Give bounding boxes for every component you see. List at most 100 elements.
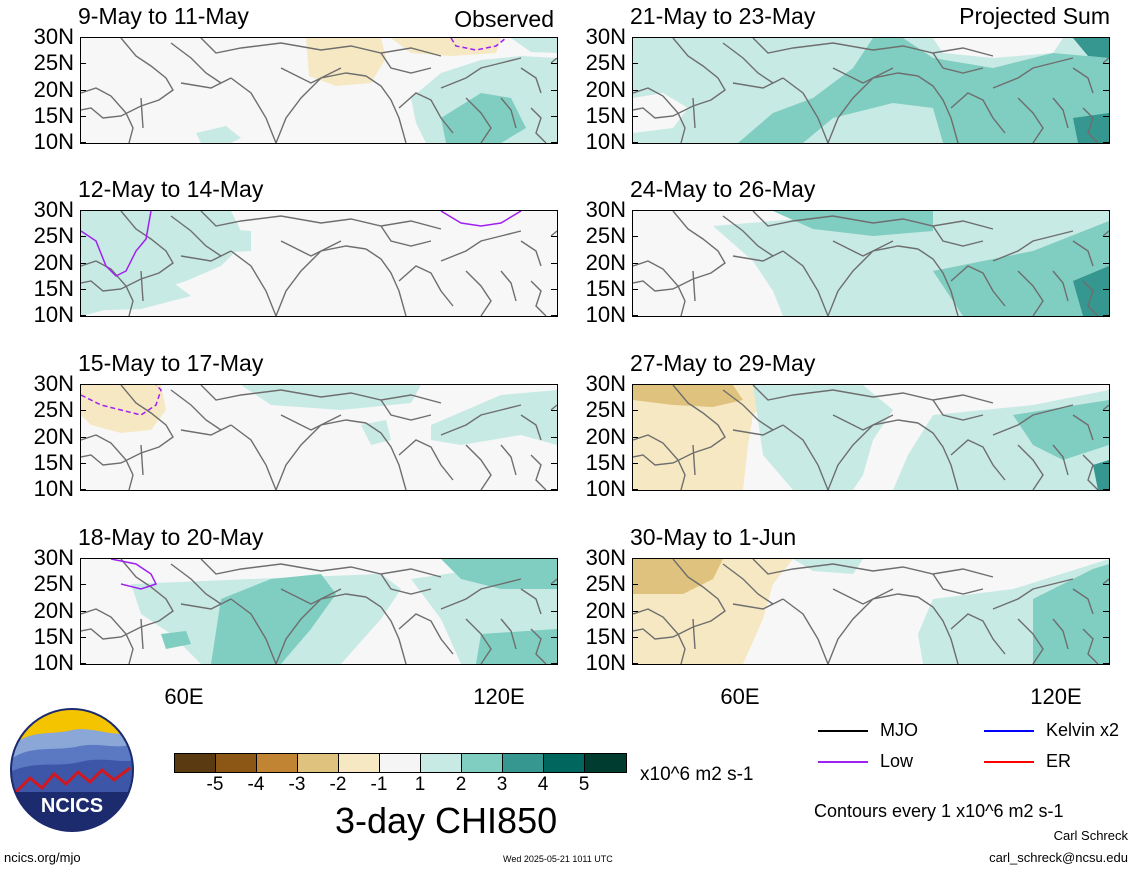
author-email: carl_schreck@ncsu.edu [989,850,1128,865]
coastline [1102,57,1109,64]
coastline [1082,628,1099,664]
legend-kelvin-label: Kelvin x2 [1046,720,1120,740]
coastline [81,385,174,466]
coastline [398,613,454,655]
chi-shading [933,38,1063,58]
tick-mark [80,142,86,143]
coastline [827,245,919,316]
tick-mark [632,663,638,664]
colorbar-swatch [216,754,257,772]
lat-tick-label: 30N [585,24,626,49]
tick-mark [551,142,557,143]
tick-mark [1103,142,1109,143]
coastline [950,613,1006,655]
coastline [81,608,134,664]
tick-mark [551,262,557,264]
tick-mark [551,63,557,65]
map-frame [632,210,1110,317]
panel-title: 12-May to 14-May [78,176,264,202]
tick-mark [1103,558,1109,559]
tick-mark [632,115,638,117]
coastline [732,250,784,262]
coastline [380,52,432,74]
colorbar-swatch [339,754,380,772]
legend-er: ER [984,751,1071,772]
coastline [398,439,454,481]
chi-shading [753,385,893,490]
lat-tick-label: 20N [33,249,74,275]
coastline [932,52,984,74]
tick-mark [1103,89,1109,91]
tick-mark [80,37,86,38]
coastline [440,404,522,436]
coastline [550,404,557,411]
colorbar-label: -1 [370,774,388,795]
tick-mark [551,558,557,559]
lat-tick-label: 25N [585,571,626,597]
tick-mark [1103,210,1109,211]
tick-mark [80,610,86,612]
tick-mark [632,489,638,490]
coastline [633,211,726,292]
coastline [230,424,277,490]
tick-mark [551,315,557,316]
coastline [1072,240,1094,267]
tick-mark [632,315,638,316]
tick-mark [1103,288,1109,290]
tick-mark [632,89,638,91]
tick-mark [80,489,86,490]
coastline [465,97,492,143]
site-link[interactable]: ncics.org/mjo [4,850,81,865]
tick-mark [1103,610,1109,612]
colorbar-swatch [462,754,503,772]
coastline [1017,270,1044,316]
colorbar-label: 2 [455,774,467,795]
tick-mark [551,489,557,490]
contour-note: Contours every 1 x10^6 m2 s-1 [814,801,1064,821]
coastline [752,211,994,230]
tick-mark [632,584,638,586]
tick-mark [551,89,557,91]
coastline [380,399,432,421]
coastline [692,444,696,476]
tick-mark [80,115,86,117]
map-frame [632,558,1110,665]
coastline [550,57,557,64]
lat-tick-label: 15N [585,102,626,128]
lat-tick-label: 20N [33,423,74,449]
lat-tick-label: 10N [33,129,74,154]
coastline [732,77,784,89]
coastline [398,92,454,134]
coastline [932,573,984,595]
tick-mark [632,558,638,559]
coastline [832,414,894,431]
er-line-swatch [984,760,1034,763]
colorbar-label: -3 [288,774,306,795]
kelvin-line-swatch [984,729,1034,732]
coastline [732,424,784,436]
coastline [550,578,557,585]
coastline [230,77,277,143]
coastline [530,280,547,316]
coastline [1052,618,1069,650]
ncics-logo: NCICS [10,708,134,832]
lat-tick-label: 10N [585,650,626,675]
chi-shading [1073,38,1109,58]
coastline [722,42,774,84]
chi-shading [476,629,557,664]
lat-tick-label: 20N [33,76,74,102]
coastline [170,42,222,84]
lat-tick-label: 15N [33,275,74,301]
coastline [732,598,784,610]
coastline [722,389,774,431]
tick-mark [632,210,638,211]
coastline [465,444,492,490]
tick-mark [1103,436,1109,438]
coastline [633,260,686,316]
coastline [752,385,994,404]
tick-mark [551,288,557,290]
lat-tick-label: 20N [585,423,626,449]
coastline [81,38,174,119]
chi-shading [441,559,557,589]
coastline [1052,97,1069,129]
